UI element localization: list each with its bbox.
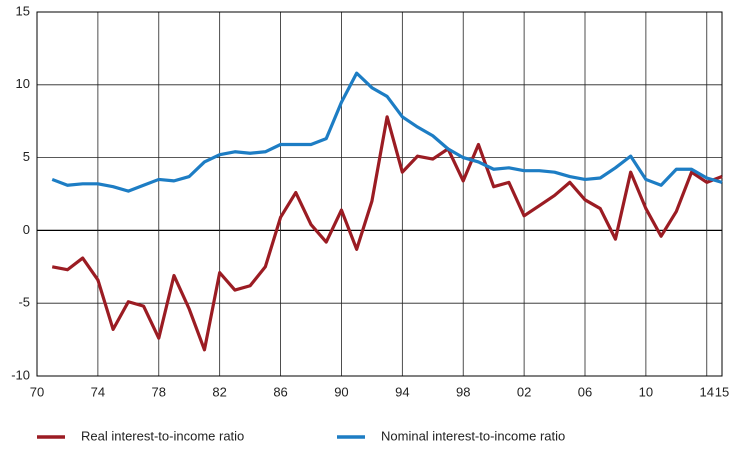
x-tick-label: 82 bbox=[212, 384, 226, 399]
x-tick-label: 90 bbox=[334, 384, 348, 399]
y-tick-label: 10 bbox=[16, 76, 30, 91]
series-line bbox=[51, 115, 723, 352]
x-tick-label: 74 bbox=[91, 384, 105, 399]
y-tick-label: 5 bbox=[23, 149, 30, 164]
y-tick-label: 15 bbox=[16, 3, 30, 18]
x-tick-label: 15 bbox=[715, 384, 729, 399]
y-tick-label: -10 bbox=[11, 367, 30, 382]
x-tick-label: 94 bbox=[395, 384, 409, 399]
x-tick-label: 06 bbox=[578, 384, 592, 399]
y-tick-label: 0 bbox=[23, 222, 30, 237]
series-line bbox=[51, 71, 723, 193]
x-tick-label: 10 bbox=[639, 384, 653, 399]
x-tick-label: 86 bbox=[273, 384, 287, 399]
legend-label: Real interest-to-income ratio bbox=[81, 428, 244, 443]
x-tick-label: 98 bbox=[456, 384, 470, 399]
legend-label: Nominal interest-to-income ratio bbox=[381, 428, 565, 443]
x-tick-label: 70 bbox=[30, 384, 44, 399]
x-tick-label: 78 bbox=[152, 384, 166, 399]
plot-frame bbox=[36, 11, 723, 377]
x-tick-label: 02 bbox=[517, 384, 531, 399]
y-tick-label: -5 bbox=[18, 295, 30, 310]
x-tick-label: 14 bbox=[700, 384, 714, 399]
